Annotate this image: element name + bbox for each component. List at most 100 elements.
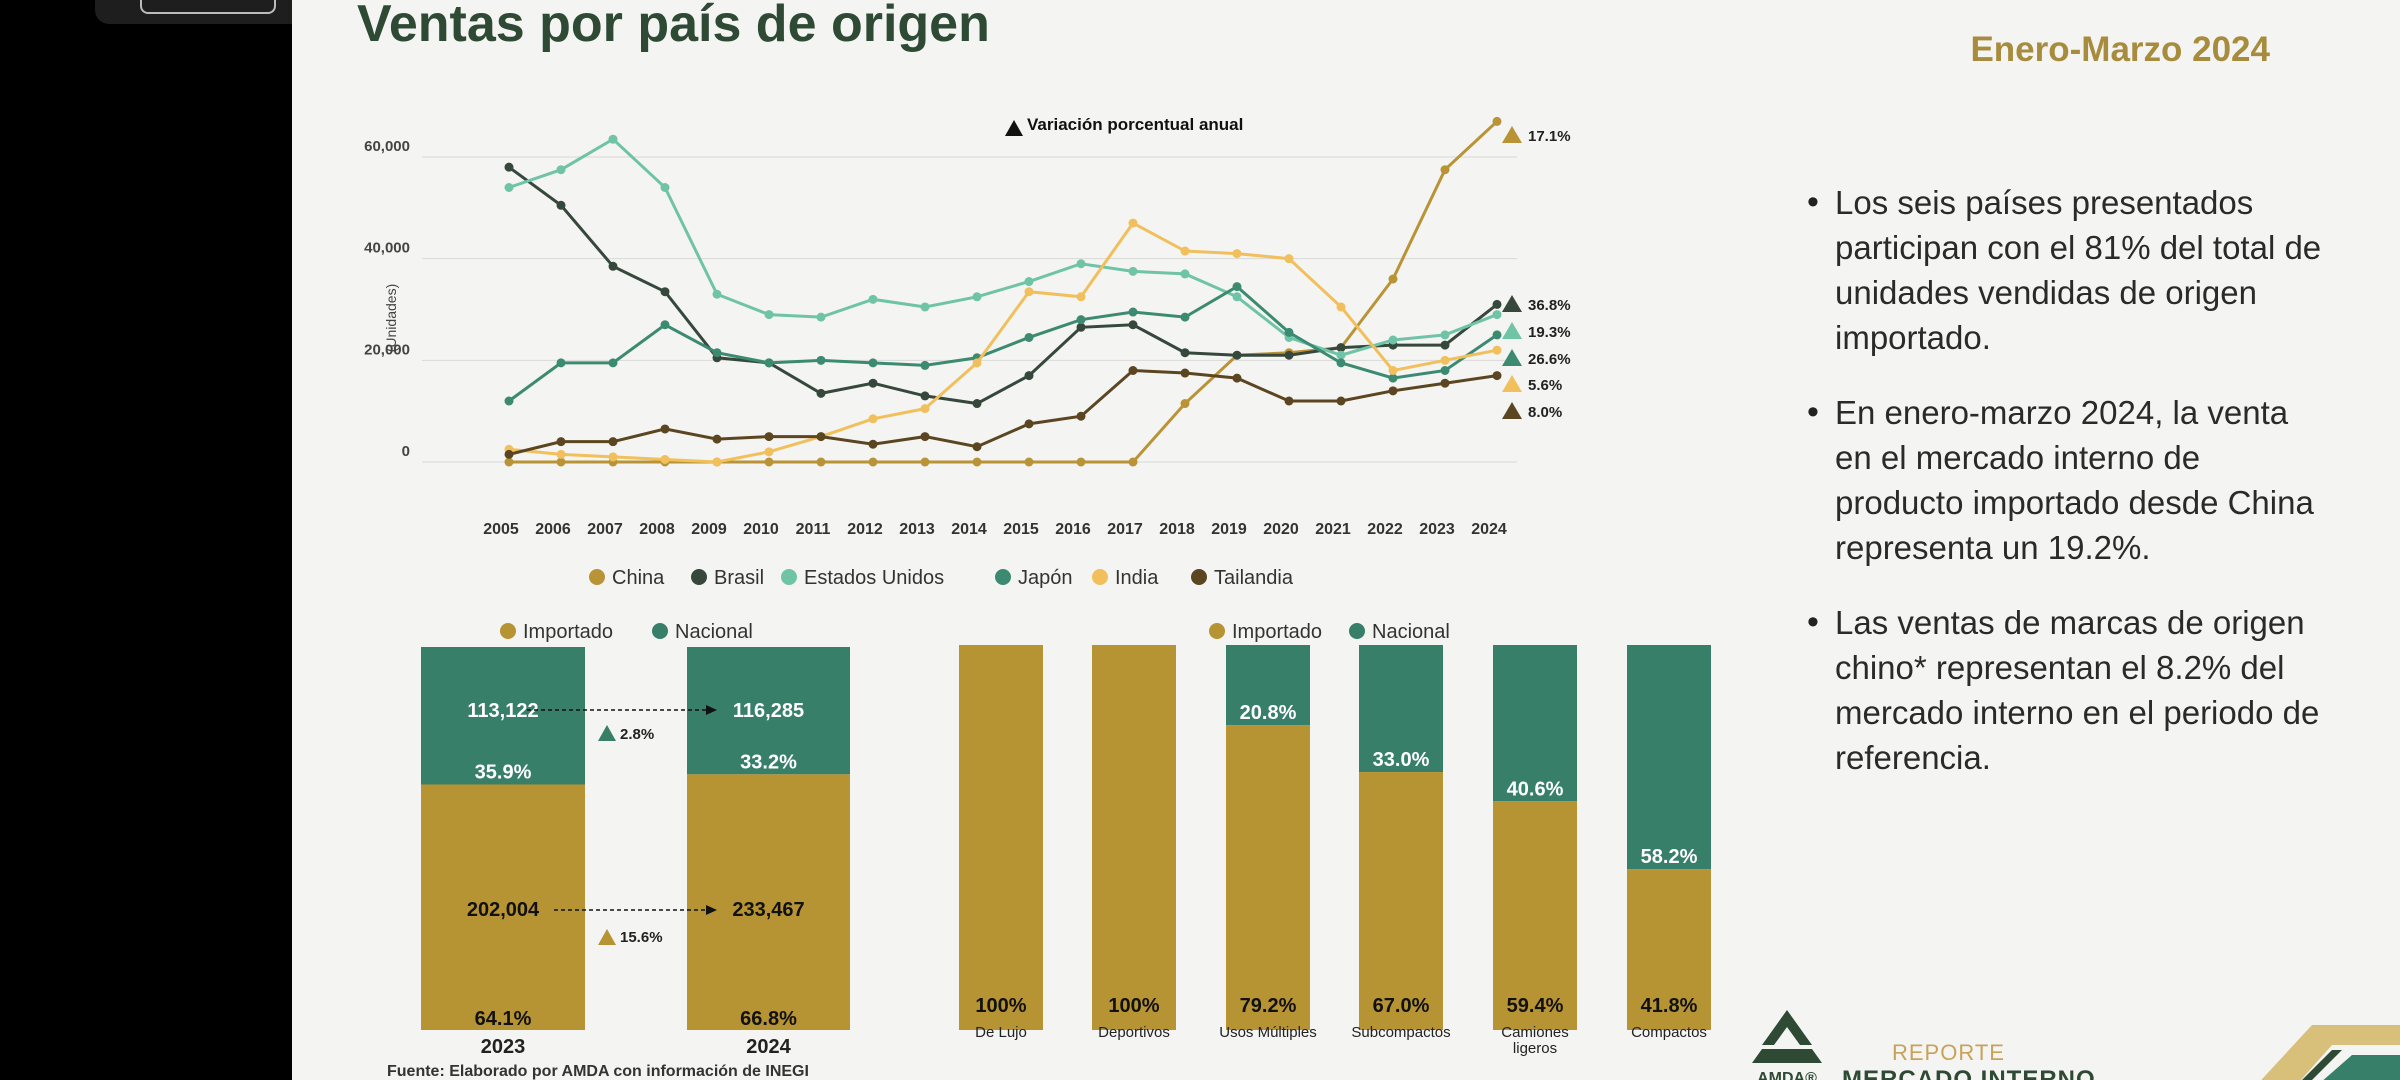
point-Estados Unidos [972,292,982,302]
point-Estados Unidos [1180,269,1190,279]
x-tick-label: 2007 [587,521,623,538]
point-Tailandia [660,424,670,434]
legend-marker-importado [500,623,516,639]
point-Brasil [1232,350,1242,360]
variation-marker [1502,349,1522,366]
point-Brasil [1336,343,1346,353]
bar-percent-label: 79.2% [1240,995,1297,1017]
variation-label: 17.1% [1528,128,1571,145]
legend-label: Tailandia [1214,567,1294,589]
variation-marker [1502,402,1522,419]
point-Estados Unidos [1440,330,1450,340]
legend-label: Importado [523,621,613,643]
bar-nacional [1226,645,1310,726]
bullet-list: Los seis países presentados participan c… [1807,180,2327,810]
point-Brasil [1440,340,1450,350]
value-label: 116,285 [733,700,804,722]
point-India [1440,355,1450,365]
point-Estados Unidos [556,165,566,175]
bar-percent-label: 33.0% [1373,749,1430,771]
point-Brasil [868,378,878,388]
import-national-year-chart: Importado Nacional 35.9% 64.1% 2023 33.2% 66.8… [421,621,850,1058]
y-tick-label: 0 [402,443,410,460]
logo-text: AMDA® [1757,1070,1817,1080]
point-Estados Unidos [1388,335,1398,345]
variation-marker [1502,322,1522,339]
legend-label: Japón [1018,567,1073,589]
point-Brasil [608,261,618,271]
series-line-Japón [508,284,1498,403]
point-Brasil [504,162,514,172]
point-Brasil [1284,350,1294,360]
point-Brasil [1076,322,1086,332]
point-Tailandia [1128,366,1138,375]
point-China [1180,399,1190,409]
legend-label: Importado [1232,621,1322,643]
legend-label: Brasil [714,567,764,589]
bar-importado [1226,725,1310,1030]
segment-stacked-chart: Importado Nacional 100% De Lujo 100% Deportiv… [959,621,1711,1057]
point-Brasil [972,399,982,409]
variation-label: 8.0% [1528,404,1562,421]
x-category-label: De Lujo [975,1024,1027,1041]
point-Estados Unidos [504,183,514,192]
point-Tailandia [920,432,930,442]
point-China [556,457,566,467]
point-Japón [868,358,878,368]
value-label: 233,467 [732,899,804,921]
point-Japón [1128,307,1138,317]
point-Japón [920,360,930,370]
point-China [504,457,514,467]
x-tick-label: 2012 [847,521,883,538]
point-Tailandia [1232,373,1242,383]
legend-label: India [1115,567,1159,589]
point-India [1024,287,1034,297]
x-tick-label: 2019 [1211,521,1247,538]
report-label-1: REPORTE [1892,1040,2005,1065]
x-tick-label: 2016 [1055,521,1091,538]
x-category-label: 2023 [481,1036,526,1058]
point-Japón [608,358,618,368]
variation-label: 26.6% [1528,351,1571,368]
point-Brasil [920,391,930,401]
variation-label: 36.8% [1528,297,1571,314]
point-Japón [1232,282,1242,292]
change-label: 2.8% [620,726,654,743]
point-Japón [816,355,826,365]
point-Brasil [660,287,670,297]
point-Tailandia [868,439,878,449]
point-Brasil [1492,299,1502,309]
variation-legend-icon [1005,120,1023,136]
point-Estados Unidos [712,289,722,299]
series-line-Estados Unidos [508,137,1498,357]
point-Estados Unidos [816,312,826,322]
change-label: 15.6% [620,929,663,946]
point-Tailandia [816,432,826,442]
variation-label: 5.6% [1528,377,1562,394]
bar-percent-label: 100% [975,995,1026,1017]
amda-logo: AMDA® [1732,1005,1842,1080]
point-Tailandia [972,442,982,452]
point-China [1024,457,1034,467]
point-China [764,457,774,467]
x-tick-label: 2010 [743,521,779,538]
change-marker [598,725,616,741]
arrow-head [706,905,717,915]
point-Japón [1076,315,1086,325]
point-India [1336,302,1346,312]
series-line-Brasil [508,165,1498,406]
line-chart: 0 20,000 40,000 60,000 (Unidades) 2005 2006 200… [364,115,1571,589]
y-tick-label: 60,000 [364,138,410,155]
x-tick-label: 2005 [483,521,519,538]
point-Brasil [1128,320,1138,330]
point-India [1232,249,1242,259]
x-tick-label: 2015 [1003,521,1039,538]
x-category-label: Subcompactos [1351,1024,1450,1041]
legend-marker-Tailandia [1191,569,1207,585]
legend-marker-nacional [652,623,668,639]
bullet-3: Las ventas de marcas de origen chino* re… [1807,600,2327,780]
bar-importado [1493,801,1577,1030]
point-Tailandia [1284,396,1294,406]
legend-marker-nacional [1349,623,1365,639]
point-India [1284,254,1294,264]
